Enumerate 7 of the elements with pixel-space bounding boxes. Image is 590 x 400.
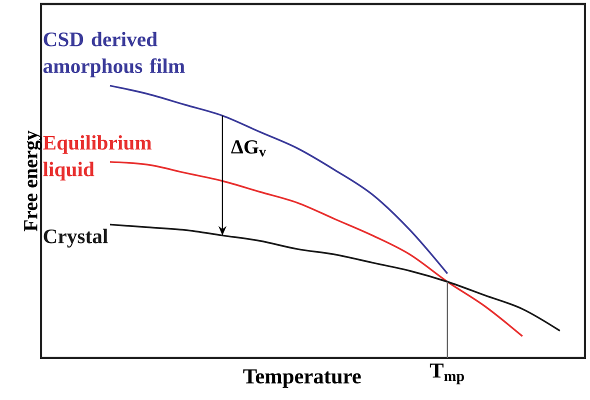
series-label: CSD derived amorphous film: [43, 32, 185, 78]
y-axis-title: Free energy: [24, 130, 42, 232]
text: T$_{mp}$: [430, 364, 464, 384]
annotation: ΔG$_{v}$: [231, 140, 266, 156]
series-label: Crystal: [44, 228, 108, 248]
series-label: Equilibrium liquid: [43, 135, 152, 181]
x-axis-title: Temperature: [243, 369, 361, 388]
